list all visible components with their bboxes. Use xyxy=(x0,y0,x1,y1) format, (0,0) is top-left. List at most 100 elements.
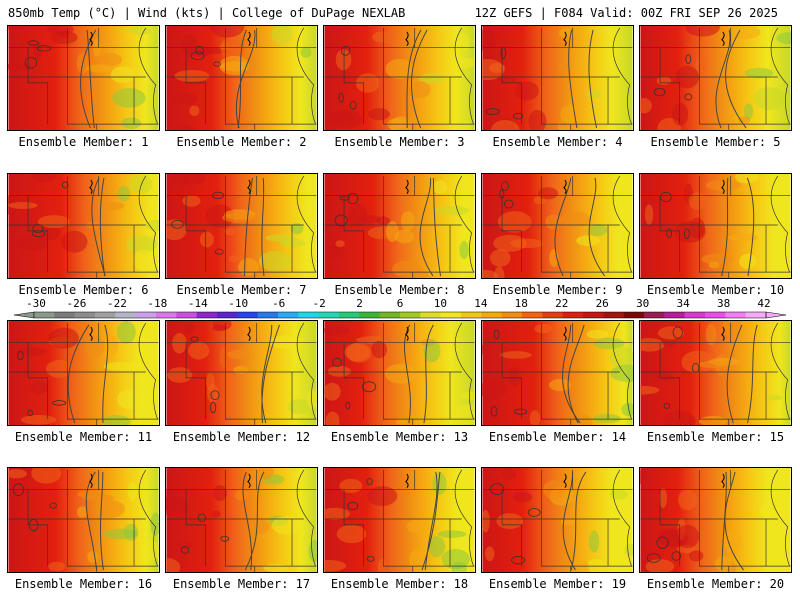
ensemble-member-label: Ensemble Member: 3 xyxy=(334,135,465,149)
colorbar-segment xyxy=(644,312,665,318)
state-boundary xyxy=(296,27,316,125)
temperature-field xyxy=(482,321,633,425)
wind-contour xyxy=(726,324,743,424)
wind-contour xyxy=(715,29,731,129)
colorbar-segment xyxy=(95,312,116,318)
colorbar-segment xyxy=(745,312,767,318)
state-boundary xyxy=(770,469,790,567)
wind-contour xyxy=(421,471,441,571)
ensemble-panel-3: Ensemble Member: 3 xyxy=(323,25,476,149)
wind-contour xyxy=(91,177,106,277)
colorbar-segment xyxy=(379,312,401,318)
state-boundary xyxy=(698,77,791,125)
ensemble-map xyxy=(7,467,160,573)
colorbar-segment xyxy=(440,312,462,318)
wind-contour xyxy=(261,324,273,424)
ensemble-map xyxy=(323,320,476,426)
state-boundary xyxy=(659,489,681,567)
ensemble-map xyxy=(639,467,792,573)
colorbar-segment xyxy=(237,312,258,318)
ensemble-map xyxy=(639,320,792,426)
wind-contour xyxy=(588,29,598,129)
map-title: 850mb Temp (°C) | Wind (kts) | College o… xyxy=(8,6,406,20)
colorbar-tick-label: -10 xyxy=(228,297,249,310)
ensemble-panel-7: Ensemble Member: 7 xyxy=(165,173,318,297)
ensemble-panel-16: Ensemble Member: 16 xyxy=(7,467,160,591)
colorbar-segment xyxy=(542,312,563,318)
ensemble-member-label: Ensemble Member: 8 xyxy=(334,283,465,297)
colorbar-segment xyxy=(705,312,726,318)
colorbar xyxy=(13,311,787,319)
state-boundary xyxy=(501,342,523,420)
ensemble-member-label: Ensemble Member: 6 xyxy=(18,283,149,297)
ensemble-map xyxy=(481,320,634,426)
state-boundary xyxy=(501,195,523,273)
lake-feature xyxy=(563,179,567,194)
ensemble-panel-13: Ensemble Member: 13 xyxy=(323,320,476,444)
ensemble-map xyxy=(7,320,160,426)
wind-contour xyxy=(99,177,106,277)
ensemble-map xyxy=(165,320,318,426)
wind-contour xyxy=(244,471,265,571)
ensemble-map xyxy=(165,467,318,573)
ensemble-map xyxy=(639,173,792,279)
lake-feature xyxy=(721,473,725,488)
colorbar-segment xyxy=(664,312,685,318)
state-boundary xyxy=(540,342,620,373)
colorbar-segment xyxy=(257,312,279,318)
colorbar-tick-label: -2 xyxy=(312,297,326,310)
state-boundary xyxy=(540,372,633,420)
state-boundary xyxy=(698,489,778,520)
colorbar-segment xyxy=(156,312,177,318)
colorbar-segment xyxy=(481,312,502,318)
state-boundary xyxy=(185,47,207,125)
wind-contour xyxy=(67,324,90,424)
colorbar-tick-label: 38 xyxy=(716,297,731,310)
colorbar-segment xyxy=(400,312,421,318)
state-boundary xyxy=(8,469,68,490)
colorbar-tick-label: 6 xyxy=(396,297,404,310)
wind-contour xyxy=(554,177,572,277)
lake-feature xyxy=(405,31,409,46)
wind-contour xyxy=(570,471,587,571)
colorbar-segment xyxy=(583,312,604,318)
ensemble-panel-9: Ensemble Member: 9 xyxy=(481,173,634,297)
state-boundary xyxy=(659,47,681,125)
lake-feature xyxy=(89,179,93,194)
state-boundary xyxy=(296,322,316,420)
wind-contour xyxy=(411,29,428,129)
wind-contour xyxy=(746,177,755,277)
ensemble-member-label: Ensemble Member: 7 xyxy=(176,283,307,297)
temperature-field xyxy=(324,174,475,278)
wind-contour xyxy=(242,471,253,571)
state-boundary xyxy=(66,519,159,567)
colorbar-segment xyxy=(217,312,238,318)
lake-feature xyxy=(405,326,409,341)
colorbar-tick-label: -30 xyxy=(26,297,46,310)
ensemble-map xyxy=(165,25,318,131)
ensemble-map xyxy=(481,173,634,279)
colorbar-segment xyxy=(74,312,96,318)
state-boundary xyxy=(540,489,620,520)
state-boundary xyxy=(382,225,475,273)
colorbar-high-arrow xyxy=(765,311,787,319)
colorbar-segment xyxy=(135,312,157,318)
ensemble-member-label: Ensemble Member: 14 xyxy=(488,430,627,444)
colorbar-tick-label: 18 xyxy=(514,297,528,310)
state-boundary xyxy=(770,175,790,273)
colorbar-segment xyxy=(684,312,706,318)
lake-feature xyxy=(247,179,251,194)
colorbar-tick-label: 34 xyxy=(676,297,690,310)
wind-contour xyxy=(721,471,727,571)
lake-feature xyxy=(247,31,251,46)
lake-feature xyxy=(563,473,567,488)
state-boundary xyxy=(612,469,632,567)
ensemble-member-label: Ensemble Member: 1 xyxy=(18,135,149,149)
state-boundary xyxy=(296,469,316,567)
state-boundary xyxy=(185,195,207,273)
ensemble-map xyxy=(165,173,318,279)
wind-contour xyxy=(261,324,280,424)
state-boundary xyxy=(612,27,632,125)
wind-contour xyxy=(721,177,729,277)
state-boundary xyxy=(698,342,778,373)
